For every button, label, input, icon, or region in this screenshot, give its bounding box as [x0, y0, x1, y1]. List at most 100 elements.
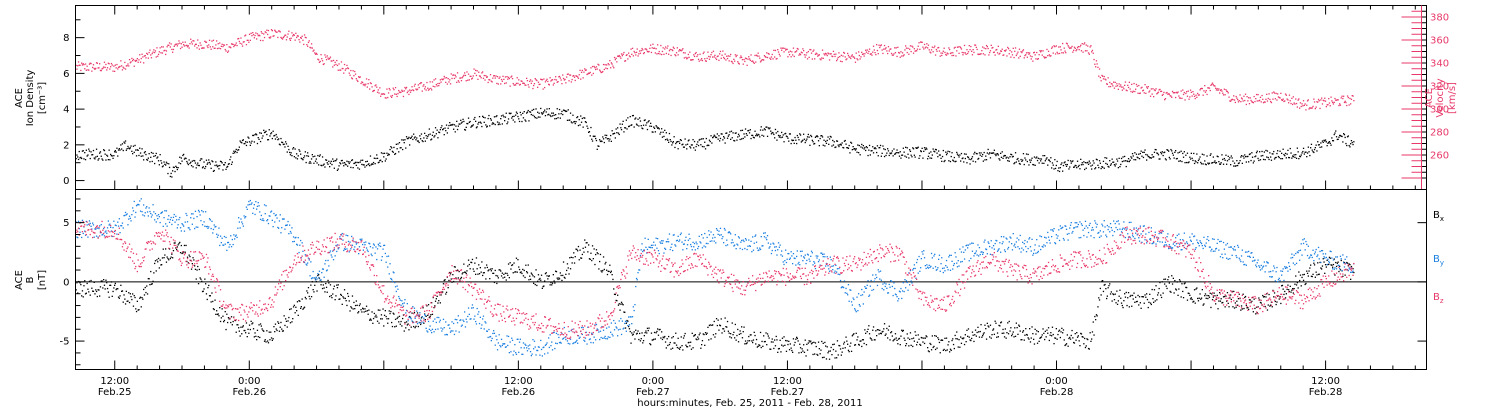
- density-point: [830, 136, 832, 138]
- density-point: [1167, 149, 1169, 151]
- density-point: [547, 114, 549, 116]
- velocity-point: [328, 58, 330, 60]
- velocity-point: [188, 47, 190, 49]
- bx-point: [1298, 271, 1300, 273]
- density-point: [464, 129, 467, 131]
- density-point: [314, 155, 316, 157]
- bx-point: [296, 310, 298, 312]
- bx-point: [792, 338, 795, 340]
- velocity-point: [847, 52, 849, 55]
- bx-point: [969, 339, 971, 341]
- velocity-point: [927, 44, 930, 46]
- density-point: [402, 139, 405, 141]
- density-point: [310, 162, 312, 164]
- velocity-point: [245, 44, 248, 46]
- velocity-point: [884, 48, 886, 50]
- density-point: [1084, 168, 1086, 171]
- bx-point: [567, 267, 569, 269]
- bx-point: [159, 259, 161, 261]
- bx-point: [580, 257, 582, 259]
- bx-point: [673, 342, 675, 344]
- velocity-point: [1311, 107, 1313, 109]
- bx-point: [1270, 304, 1272, 306]
- density-point: [227, 163, 230, 165]
- bx-point: [1178, 279, 1181, 281]
- density-point: [771, 131, 773, 134]
- velocity-point: [711, 51, 713, 54]
- velocity-point: [529, 79, 532, 81]
- density-point: [510, 112, 512, 114]
- bx-point: [723, 330, 726, 332]
- magnetic-field-series: [75, 198, 1355, 360]
- density-point: [1090, 165, 1092, 167]
- density-point: [1156, 152, 1158, 154]
- bx-point: [254, 332, 256, 334]
- bx-point: [715, 333, 717, 335]
- velocity-point: [819, 58, 821, 60]
- density-point: [312, 156, 314, 158]
- velocity-point: [189, 43, 191, 45]
- velocity-point: [1241, 98, 1243, 100]
- bx-point: [1200, 298, 1202, 300]
- velocity-point: [596, 68, 598, 70]
- density-point: [391, 147, 393, 149]
- velocity-point: [105, 63, 107, 66]
- bx-point: [194, 268, 197, 270]
- velocity-point: [967, 52, 969, 55]
- velocity-point: [409, 89, 411, 91]
- velocity-point: [442, 78, 445, 80]
- velocity-point: [790, 56, 792, 58]
- bx-point: [638, 338, 640, 341]
- density-point: [956, 151, 958, 154]
- velocity-point: [577, 77, 580, 79]
- velocity-point: [701, 59, 704, 62]
- bx-point: [823, 356, 825, 358]
- velocity-point: [1216, 88, 1218, 90]
- bx-point: [1338, 270, 1340, 273]
- density-point: [1064, 161, 1066, 163]
- velocity-point: [84, 68, 86, 70]
- bx-point: [929, 342, 931, 345]
- density-point: [839, 144, 841, 146]
- density-tick-label: 4: [63, 105, 69, 116]
- bx-point: [1189, 298, 1192, 300]
- bx-point: [785, 350, 788, 352]
- bx-point: [779, 339, 781, 341]
- velocity-point: [930, 52, 932, 54]
- bx-point: [807, 342, 809, 344]
- bx-point: [170, 256, 172, 258]
- density-point: [904, 155, 906, 157]
- bx-point: [82, 296, 84, 298]
- bx-point: [992, 328, 995, 330]
- velocity-point: [299, 41, 301, 43]
- bx-point: [913, 340, 915, 342]
- bx-point: [1082, 336, 1084, 338]
- velocity-point: [374, 85, 376, 87]
- velocity-point: [1031, 56, 1033, 58]
- velocity-point: [1219, 92, 1221, 94]
- velocity-point: [427, 89, 430, 91]
- bx-point: [623, 311, 625, 313]
- density-point: [1057, 170, 1059, 172]
- density-point: [1277, 155, 1280, 158]
- velocity-point: [139, 54, 141, 56]
- bx-point: [1198, 297, 1200, 299]
- bx-point: [994, 320, 996, 322]
- velocity-point: [1159, 88, 1161, 91]
- bx-point: [681, 345, 683, 347]
- density-point: [290, 152, 292, 154]
- density-point: [1258, 159, 1260, 162]
- bx-point: [1136, 300, 1138, 303]
- velocity-point: [1173, 92, 1175, 94]
- bx-point: [242, 325, 244, 327]
- velocity-point: [742, 63, 744, 65]
- bx-point: [1332, 266, 1334, 268]
- velocity-point: [741, 59, 744, 61]
- density-point: [755, 133, 758, 135]
- velocity-point: [569, 74, 572, 76]
- bx-point: [593, 248, 595, 250]
- bx-point: [338, 298, 340, 300]
- bx-point: [672, 336, 674, 338]
- density-point: [310, 158, 313, 160]
